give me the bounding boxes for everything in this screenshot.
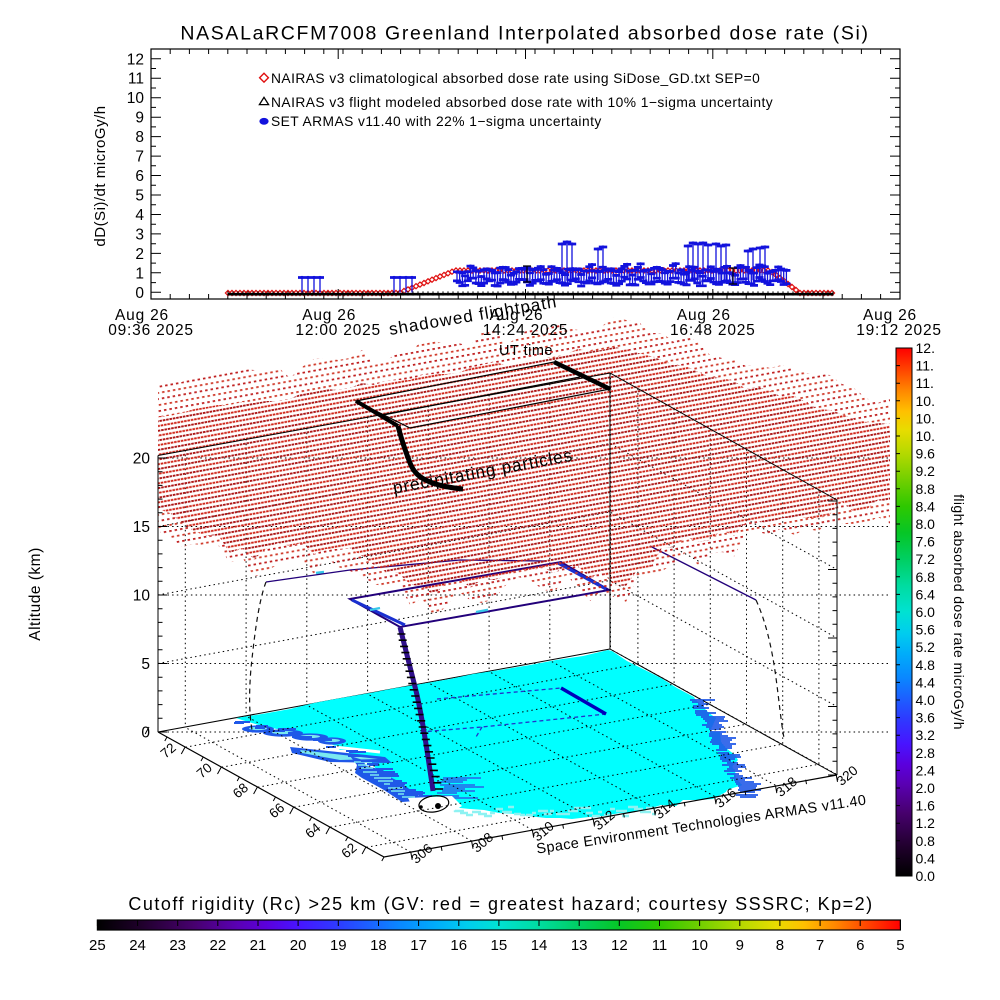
svg-text:6.0: 6.0 — [916, 604, 936, 620]
svg-text:62: 62 — [338, 840, 359, 861]
svg-text:6: 6 — [135, 168, 144, 185]
svg-text:10.: 10. — [916, 393, 935, 409]
svg-text:15: 15 — [491, 937, 508, 954]
svg-text:6: 6 — [856, 937, 864, 954]
svg-text:13: 13 — [571, 937, 588, 954]
svg-text:1.6: 1.6 — [916, 798, 936, 814]
svg-text:Aug 26: Aug 26 — [490, 307, 544, 324]
svg-text:3.6: 3.6 — [916, 710, 936, 726]
svg-text:1: 1 — [135, 265, 144, 282]
svg-text:4.4: 4.4 — [916, 674, 936, 690]
svg-text:Aug 26: Aug 26 — [115, 307, 169, 324]
svg-text:09:36 2025: 09:36 2025 — [108, 322, 194, 339]
svg-text:Aug 26: Aug 26 — [863, 307, 917, 324]
svg-text:7: 7 — [135, 149, 144, 166]
svg-text:6.4: 6.4 — [916, 586, 936, 602]
svg-text:9: 9 — [135, 110, 144, 127]
svg-text:NAIRAS v3 flight modeled absor: NAIRAS v3 flight modeled absorbed dose r… — [271, 95, 773, 110]
svg-text:5.2: 5.2 — [916, 639, 936, 655]
svg-text:0.4: 0.4 — [916, 850, 936, 866]
svg-text:17: 17 — [410, 937, 427, 954]
svg-text:11.: 11. — [916, 375, 934, 391]
svg-text:12:00 2025: 12:00 2025 — [295, 322, 381, 339]
svg-text:16:48 2025: 16:48 2025 — [670, 322, 756, 339]
svg-text:Cutoff rigidity (Rc) >25 km (G: Cutoff rigidity (Rc) >25 km (GV: red = g… — [128, 894, 873, 914]
svg-text:8: 8 — [776, 937, 784, 954]
svg-text:5.6: 5.6 — [916, 622, 936, 638]
svg-text:UT time: UT time — [499, 343, 553, 359]
svg-text:24: 24 — [129, 937, 146, 954]
svg-text:16: 16 — [450, 937, 467, 954]
svg-text:11: 11 — [128, 71, 144, 88]
svg-text:Aug 26: Aug 26 — [677, 307, 731, 324]
svg-text:70: 70 — [194, 760, 215, 781]
svg-text:19:12 2025: 19:12 2025 — [856, 322, 942, 339]
svg-text:11.: 11. — [916, 358, 934, 374]
svg-text:Aug 26: Aug 26 — [302, 307, 356, 324]
svg-text:2.4: 2.4 — [916, 762, 936, 778]
svg-text:14: 14 — [531, 937, 548, 954]
svg-text:0.0: 0.0 — [916, 868, 936, 884]
svg-text:dD(Si)/dt microGy/h: dD(Si)/dt microGy/h — [92, 105, 109, 246]
svg-text:5: 5 — [135, 188, 144, 205]
svg-text:10.: 10. — [916, 428, 935, 444]
svg-text:0: 0 — [141, 725, 150, 742]
svg-text:2.0: 2.0 — [916, 780, 936, 796]
svg-text:NAIRAS v3 climatological absor: NAIRAS v3 climatological absorbed dose r… — [271, 71, 760, 86]
svg-text:7.6: 7.6 — [916, 534, 936, 550]
svg-text:5: 5 — [141, 656, 150, 673]
svg-text:NASALaRCFM7008 Greenland Inte: NASALaRCFM7008 Greenland Interpolated ab… — [180, 23, 869, 45]
svg-text:7: 7 — [816, 937, 824, 954]
svg-text:18: 18 — [370, 937, 387, 954]
svg-text:4.0: 4.0 — [916, 692, 936, 708]
svg-text:14:24 2025: 14:24 2025 — [483, 322, 569, 339]
svg-text:12: 12 — [127, 51, 144, 68]
svg-text:4: 4 — [135, 207, 144, 224]
svg-text:23: 23 — [169, 937, 186, 954]
svg-text:9: 9 — [736, 937, 744, 954]
svg-text:0.8: 0.8 — [916, 833, 936, 849]
svg-text:Altitude (km): Altitude (km) — [27, 547, 44, 641]
svg-text:flight absorbed dose rate micr: flight absorbed dose rate microGy/h — [951, 494, 967, 730]
svg-text:3: 3 — [135, 226, 144, 243]
svg-text:9.2: 9.2 — [916, 463, 936, 479]
svg-text:7.2: 7.2 — [916, 551, 936, 567]
svg-text:8: 8 — [135, 129, 144, 146]
svg-text:10: 10 — [691, 937, 708, 954]
svg-text:68: 68 — [230, 780, 251, 801]
svg-text:19: 19 — [330, 937, 347, 954]
svg-text:8.4: 8.4 — [916, 498, 936, 514]
svg-text:0: 0 — [135, 285, 144, 302]
svg-text:25: 25 — [89, 937, 106, 954]
svg-text:2.8: 2.8 — [916, 745, 936, 761]
svg-text:22: 22 — [210, 937, 227, 954]
svg-text:15: 15 — [133, 519, 150, 536]
svg-text:10.: 10. — [916, 410, 935, 426]
svg-text:4.8: 4.8 — [916, 657, 936, 673]
svg-text:20: 20 — [133, 451, 151, 468]
svg-text:8.0: 8.0 — [916, 516, 936, 532]
svg-text:21: 21 — [250, 937, 267, 954]
svg-text:72: 72 — [158, 740, 179, 761]
svg-text:10: 10 — [133, 588, 151, 605]
svg-text:2: 2 — [135, 246, 144, 263]
svg-text:66: 66 — [266, 800, 287, 821]
svg-text:3.2: 3.2 — [916, 727, 936, 743]
svg-text:9.6: 9.6 — [916, 446, 936, 462]
svg-text:1.2: 1.2 — [916, 815, 936, 831]
svg-text:SET ARMAS v11.40 with 22% 1−si: SET ARMAS v11.40 with 22% 1−sigma uncert… — [271, 114, 602, 129]
svg-text:12: 12 — [611, 937, 628, 954]
svg-text:20: 20 — [290, 937, 307, 954]
svg-text:6.8: 6.8 — [916, 569, 936, 585]
svg-text:5: 5 — [896, 937, 904, 954]
svg-text:11: 11 — [652, 937, 668, 954]
svg-text:8.8: 8.8 — [916, 481, 936, 497]
svg-text:12.: 12. — [916, 340, 935, 356]
svg-text:10: 10 — [127, 90, 145, 107]
